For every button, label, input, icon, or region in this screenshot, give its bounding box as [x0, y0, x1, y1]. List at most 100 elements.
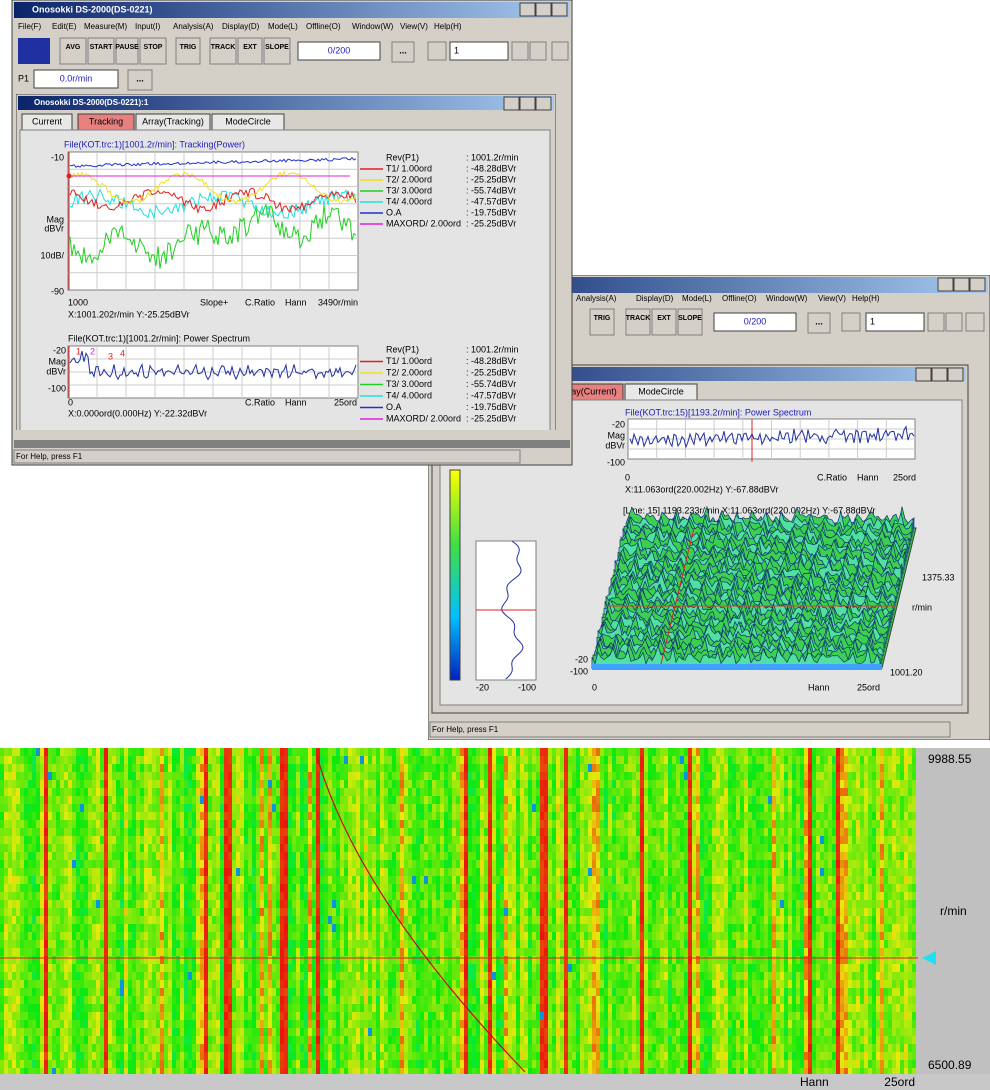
toolbar-button[interactable] [842, 313, 860, 331]
axis-label: 1000 [68, 297, 88, 307]
spectrogram-cell [440, 908, 444, 916]
spectrogram-cell [376, 1012, 380, 1020]
window-button[interactable] [536, 97, 551, 110]
spectrogram-cell [176, 764, 180, 772]
spectrogram-cell [384, 1060, 388, 1068]
window-button[interactable] [536, 3, 551, 16]
toolbar-button[interactable] [176, 38, 200, 64]
spectrogram-cell [372, 804, 376, 812]
spectrogram-cell [340, 788, 344, 796]
spectrogram-cell [100, 1068, 104, 1074]
spectrogram-cell [100, 932, 104, 940]
toolbar-button[interactable] [966, 313, 984, 331]
spectrogram-cell [184, 988, 188, 996]
spectrogram-cell [344, 812, 348, 820]
spectrogram-cell [384, 796, 388, 804]
spectrogram-cell [148, 764, 152, 772]
spectrogram-cell [140, 964, 144, 972]
spectrogram-cell [200, 980, 204, 988]
spectrogram-cell [228, 812, 232, 820]
spectrogram-cell [128, 788, 132, 796]
toolbar-button[interactable] [678, 309, 702, 335]
toolbar-button[interactable] [60, 38, 86, 64]
window-button[interactable] [932, 368, 947, 381]
spectrogram-cell [316, 916, 320, 924]
spectrogram-cell [340, 988, 344, 996]
spectrogram-cell [240, 828, 244, 836]
spectrogram-cell [444, 852, 448, 860]
spectrogram-cell [228, 788, 232, 796]
spectrogram-cell [108, 1012, 112, 1020]
spectrogram-cell [220, 900, 224, 908]
spectrogram-cell [264, 852, 268, 860]
spectrogram-cell [76, 1012, 80, 1020]
spectrogram-cell [272, 892, 276, 900]
spectrogram-cell [116, 956, 120, 964]
spectrogram-cell [128, 1020, 132, 1028]
spectrogram-cell [420, 796, 424, 804]
spectrogram-cell [76, 996, 80, 1004]
spectrogram-cell [300, 892, 304, 900]
spectrogram-cell [188, 812, 192, 820]
window-button[interactable] [954, 278, 969, 291]
toolbar-button[interactable] [238, 38, 262, 64]
toolbar-button[interactable] [652, 309, 676, 335]
spectrogram-cell [20, 804, 24, 812]
toolbar-button[interactable] [552, 42, 568, 60]
spectrogram-cell [328, 988, 332, 996]
spectrogram-cell [256, 1044, 260, 1052]
spectrogram-cell [356, 900, 360, 908]
toolbar-button[interactable] [928, 313, 944, 331]
toolbar-button[interactable] [512, 42, 528, 60]
spectrogram-cell [452, 1044, 456, 1052]
spectrogram-cell [404, 764, 408, 772]
spectrogram-cell [92, 1052, 96, 1060]
toolbar-button[interactable] [428, 42, 446, 60]
window-button[interactable] [504, 97, 519, 110]
toolbar-button[interactable] [590, 309, 614, 335]
spectrogram-cell [364, 948, 368, 956]
window-button[interactable] [552, 3, 567, 16]
spectrogram-cell [88, 796, 92, 804]
toolbar-button[interactable] [530, 42, 546, 60]
spectrogram-cell [44, 980, 48, 988]
window-button[interactable] [970, 278, 985, 291]
toolbar-button[interactable] [88, 38, 114, 64]
spectrogram-cell [328, 852, 332, 860]
toolbar-button[interactable] [210, 38, 236, 64]
window-button[interactable] [916, 368, 931, 381]
spectrogram-cell [412, 1004, 416, 1012]
window-button[interactable] [520, 97, 535, 110]
toolbar-button[interactable] [946, 313, 962, 331]
spectrogram-cell [344, 828, 348, 836]
spectrogram-cell [316, 1068, 320, 1074]
spectrogram-cell [40, 1068, 44, 1074]
spectrogram-cell [112, 1060, 116, 1068]
spectrogram-cell [448, 924, 452, 932]
spectrogram-cell [204, 804, 208, 812]
spectrogram-cell [96, 876, 100, 884]
spectrogram-cell [128, 1036, 132, 1044]
spectrogram-cell [76, 860, 80, 868]
window-button[interactable] [938, 278, 953, 291]
toolbar-button[interactable] [264, 38, 290, 64]
spectrogram-cell [408, 772, 412, 780]
spectrogram-cell [72, 868, 76, 876]
spectrogram-cell [360, 884, 364, 892]
spectrogram-cell [0, 852, 4, 860]
spectrogram-cell [188, 1052, 192, 1060]
spectrogram-cell [280, 764, 284, 772]
spectrogram-cell [136, 852, 140, 860]
spectrogram-cell [212, 900, 216, 908]
toolbar-button[interactable] [116, 38, 138, 64]
spectrogram-cell [388, 956, 392, 964]
spectrogram-cell [336, 844, 340, 852]
toolbar-button[interactable] [626, 309, 650, 335]
spectrogram-cell [204, 820, 208, 828]
spectrogram-cell [124, 924, 128, 932]
window-button[interactable] [948, 368, 963, 381]
spectrogram-cell [104, 1004, 108, 1012]
window-button[interactable] [520, 3, 535, 16]
spectrogram-cell [92, 1020, 96, 1028]
toolbar-button[interactable] [140, 38, 166, 64]
